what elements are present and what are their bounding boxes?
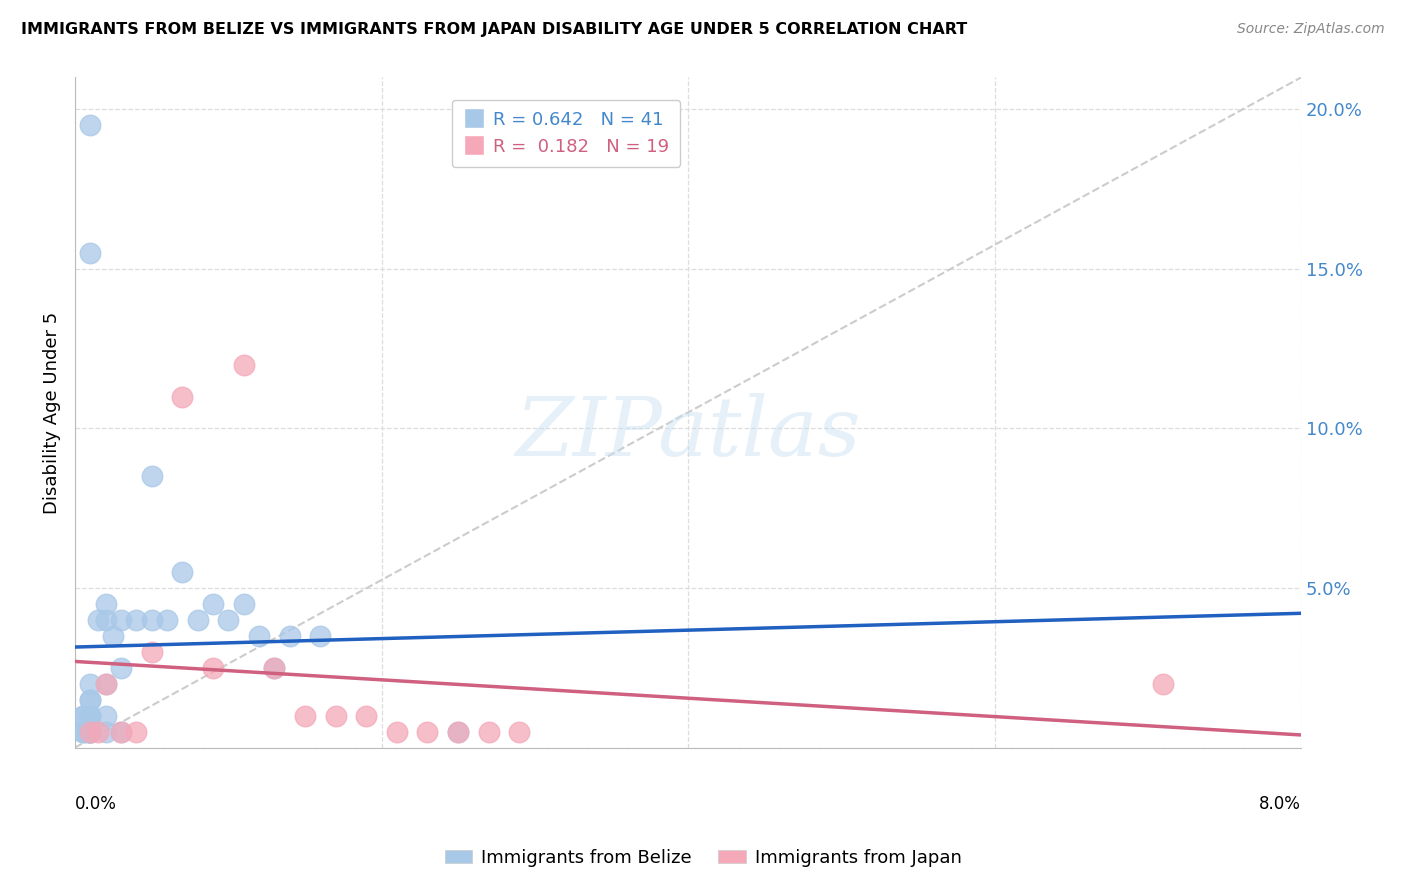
Point [72, 708, 94, 723]
Point [201, 661, 224, 675]
Point [217, 613, 239, 627]
Point [79, 118, 101, 132]
Point [79, 724, 101, 739]
Point [156, 613, 179, 627]
Point [72, 724, 94, 739]
Point [110, 724, 132, 739]
Point [447, 724, 470, 739]
Point [110, 724, 132, 739]
Point [79, 724, 101, 739]
Point [232, 597, 254, 611]
Point [79, 692, 101, 706]
Point [94, 708, 117, 723]
Point [508, 724, 530, 739]
Point [172, 565, 194, 579]
Point [478, 724, 501, 739]
Point [72, 708, 94, 723]
Point [79, 708, 101, 723]
Point [263, 661, 285, 675]
Point [247, 629, 270, 643]
Point [1152, 676, 1174, 690]
Point [325, 708, 347, 723]
Point [187, 613, 209, 627]
Point [110, 661, 132, 675]
Point [141, 613, 163, 627]
Point [385, 724, 408, 739]
Point [87, 613, 110, 627]
Point [309, 629, 332, 643]
Point [294, 708, 316, 723]
Point [110, 613, 132, 627]
Point [79, 246, 101, 260]
Point [416, 724, 439, 739]
Point [172, 390, 194, 404]
Point [354, 708, 377, 723]
Legend: R = 0.642   N = 41, R =  0.182   N = 19: R = 0.642 N = 41, R = 0.182 N = 19 [451, 100, 681, 167]
Point [79, 692, 101, 706]
Point [79, 724, 101, 739]
Point [94, 613, 117, 627]
Legend: Immigrants from Belize, Immigrants from Japan: Immigrants from Belize, Immigrants from … [437, 842, 969, 874]
Point [79, 724, 101, 739]
Point [87, 724, 110, 739]
Point [278, 629, 301, 643]
Point [76, 724, 98, 739]
Y-axis label: Disability Age Under 5: Disability Age Under 5 [44, 311, 60, 514]
Text: 8.0%: 8.0% [1260, 796, 1301, 814]
Point [94, 676, 117, 690]
Point [79, 708, 101, 723]
Point [94, 597, 117, 611]
Text: 0.0%: 0.0% [75, 796, 117, 814]
Point [125, 724, 148, 739]
Point [72, 724, 94, 739]
Point [94, 724, 117, 739]
Point [79, 676, 101, 690]
Point [94, 676, 117, 690]
Text: ZIPatlas: ZIPatlas [515, 392, 860, 473]
Point [447, 724, 470, 739]
Point [201, 597, 224, 611]
Point [125, 613, 148, 627]
Point [79, 708, 101, 723]
Text: Source: ZipAtlas.com: Source: ZipAtlas.com [1237, 22, 1385, 37]
Point [79, 724, 101, 739]
Point [263, 661, 285, 675]
Point [232, 358, 254, 372]
Point [141, 469, 163, 483]
Text: IMMIGRANTS FROM BELIZE VS IMMIGRANTS FROM JAPAN DISABILITY AGE UNDER 5 CORRELATI: IMMIGRANTS FROM BELIZE VS IMMIGRANTS FRO… [21, 22, 967, 37]
Point [141, 645, 163, 659]
Point [103, 629, 125, 643]
